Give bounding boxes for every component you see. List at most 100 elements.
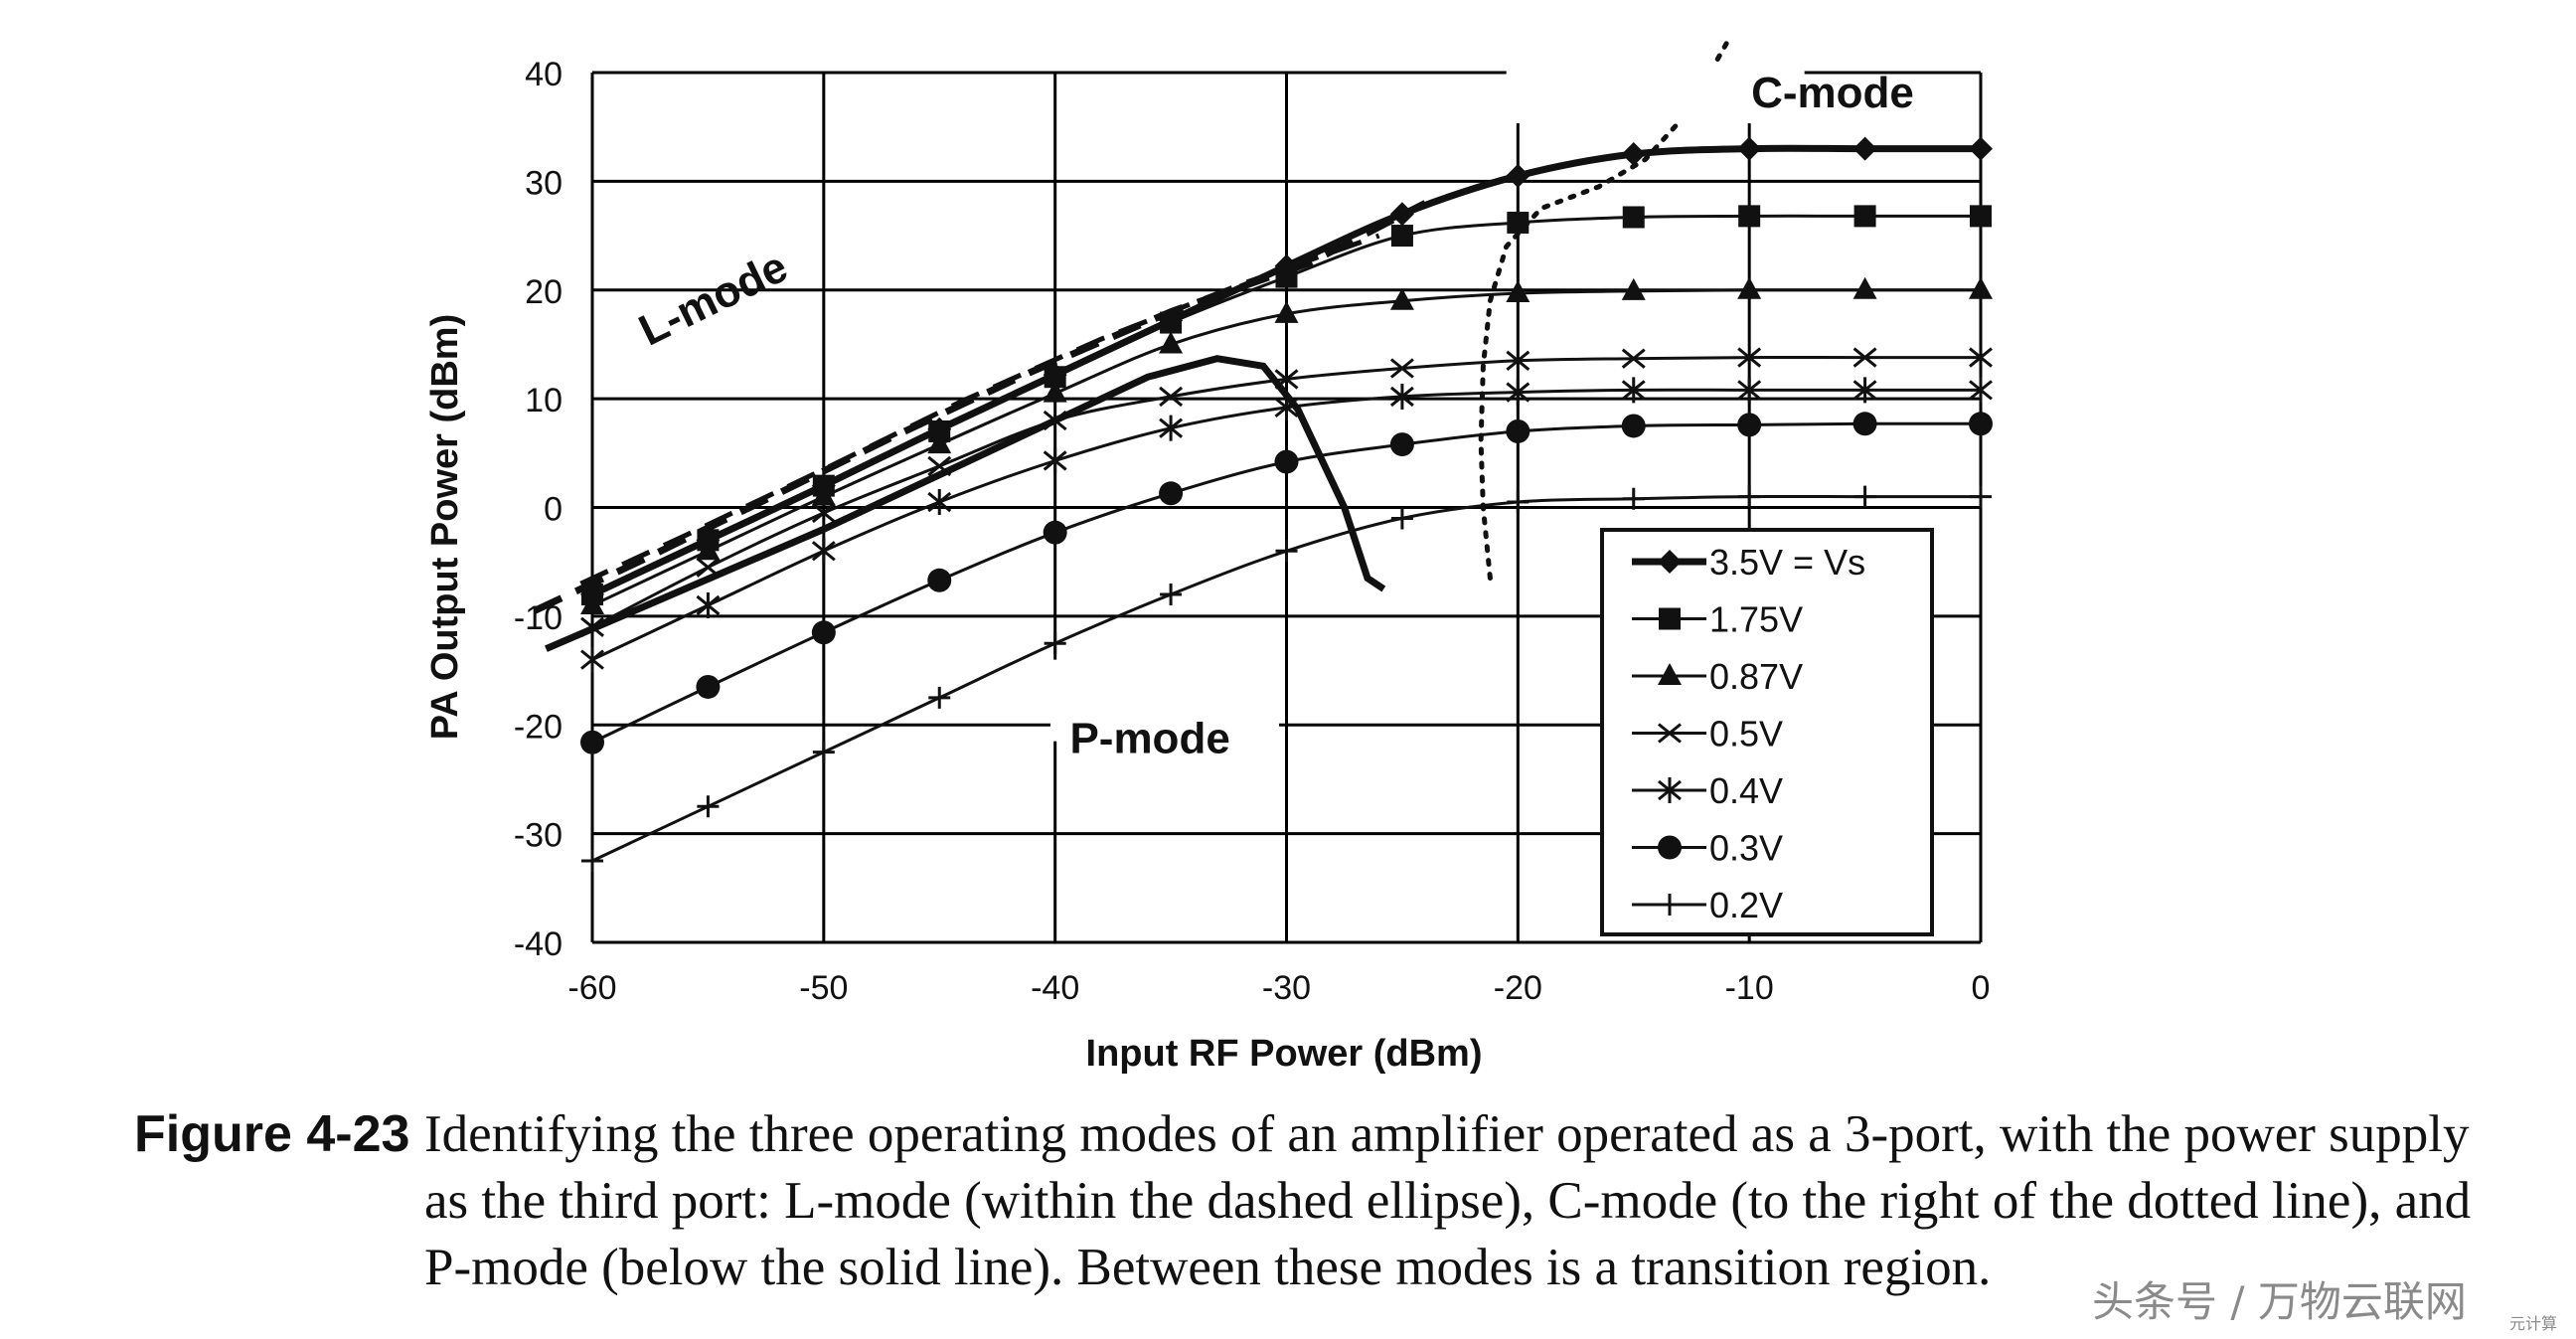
data-point [1658,550,1682,574]
data-point [1621,348,1646,369]
data-point [1970,485,1992,508]
data-point [1159,331,1184,354]
data-point [1738,485,1761,508]
legend-label: 1.75V [1709,599,1803,640]
data-point [1043,520,1067,545]
data-point [1853,485,1876,508]
y-tick-label: 20 [525,273,563,311]
caption-line-2: as the third port: L-mode (within the da… [424,1172,2472,1230]
data-point [1275,265,1298,288]
data-point [811,538,836,565]
data-point [1969,347,1993,368]
l-mode-label: L-mode [632,243,795,356]
data-point [1659,607,1681,630]
y-tick-label: -10 [514,599,563,637]
caption-line-1: Identifying the three operating modes of… [424,1105,2470,1163]
data-point [1621,142,1646,167]
data-point [1389,287,1414,310]
data-point [696,538,721,561]
data-point [1274,369,1299,390]
y-tick-label: 40 [525,56,563,93]
data-point [928,686,951,709]
data-point [1621,277,1646,300]
data-point [1622,206,1645,229]
data-point [1159,415,1184,441]
x-axis-label: Input RF Power (dBm) [1086,1033,1483,1075]
data-point [696,557,721,578]
data-point [1506,163,1530,188]
y-tick-label: 30 [525,164,563,202]
p-mode-label: P-mode [1069,715,1229,763]
legend-label: 3.5V = Vs [1709,542,1865,583]
data-point [1274,449,1299,474]
data-point [928,419,951,442]
data-point [1044,632,1066,655]
legend-label: 0.2V [1709,885,1783,925]
data-point [1389,383,1414,410]
y-tick-label: -30 [514,817,563,855]
data-point [1737,413,1762,437]
y-tick-label: -40 [514,925,563,963]
data-point [1159,386,1184,408]
data-point [1852,377,1877,404]
data-point [1621,377,1646,404]
data-point [1506,280,1530,303]
legend-entry: 0.3V [1632,828,1783,869]
data-point [1659,894,1681,916]
caption-text: Identifying the three operating modes of… [424,1101,2576,1301]
data-point [927,455,952,477]
data-point [927,431,952,454]
legend-label: 0.4V [1709,770,1783,811]
data-point [581,849,603,872]
data-point [1274,394,1299,420]
series-star [580,377,1993,673]
data-point [1737,276,1762,299]
data-point [696,591,721,618]
series-circle [580,412,1993,754]
p-mode-solid-line [545,355,1386,652]
watermark: 头条号 / 万物云联网 [2092,1277,2467,1326]
data-point [1658,663,1682,685]
data-point [1160,311,1183,334]
data-point [1043,447,1067,474]
legend-entry: 0.5V [1632,714,1783,754]
y-tick-label: 0 [544,491,563,529]
series-plus [581,485,1992,872]
data-point [811,502,836,524]
data-point [1389,358,1414,379]
data-point [927,489,952,516]
data-point [1658,835,1682,860]
x-tick-label: -10 [1725,969,1774,1007]
data-point [1043,410,1067,431]
chart: -40 -30 -20 -10 0 10 20 30 40 -60 -50 -40 -30 -20 -10… [424,37,1993,1075]
data-point [1738,205,1761,228]
data-point [811,620,836,645]
data-point [1390,225,1413,248]
data-point [697,795,720,818]
data-point [1737,347,1762,368]
legend: 3.5V = Vs 1.75V 0.87V 0.5V 0.4V 0.3V 0.2V [1600,528,1934,936]
data-point [1506,350,1530,372]
x-tick-label: -60 [567,969,616,1007]
data-point [1969,276,1993,299]
data-point [811,483,836,506]
data-point [1737,377,1762,404]
data-point [1159,481,1184,506]
data-point [580,730,604,754]
data-point [580,646,604,673]
data-point [1853,205,1876,228]
watermark-small: 元计算 [2509,1314,2558,1333]
legend-entry: 3.5V = Vs [1632,542,1865,583]
data-point [1621,414,1646,438]
data-point [1969,377,1993,404]
y-tick-labels: -40 -30 -20 -10 0 10 20 30 40 [514,56,563,963]
data-point [1389,432,1414,457]
data-point [1389,202,1414,227]
data-point [1658,723,1682,744]
x-tick-label: 0 [1972,969,1991,1007]
series-triangle [580,276,1993,614]
data-point [1622,487,1645,510]
c-mode-label: C-mode [1751,69,1914,117]
data-point [1737,136,1762,161]
legend-label: 0.87V [1709,656,1803,697]
